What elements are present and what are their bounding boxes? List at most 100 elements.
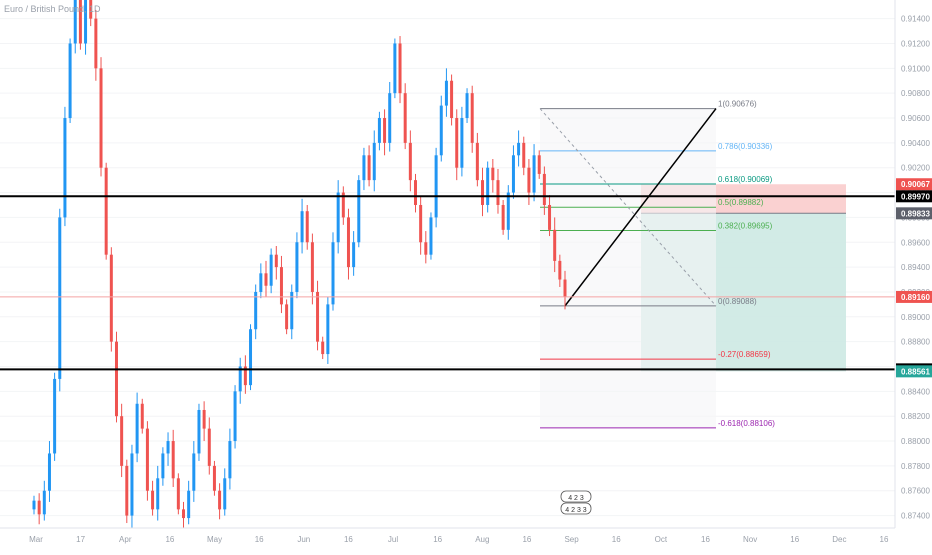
candle-body	[408, 142, 412, 181]
candle-body	[47, 453, 51, 491]
fib-level-label: 0(0.89088)	[718, 297, 757, 306]
candle-body	[486, 167, 490, 205]
candle-body	[269, 254, 273, 286]
candle-body	[377, 118, 381, 143]
candle-body	[362, 155, 366, 181]
candle-body	[63, 118, 67, 218]
price-tick-label: 0.88400	[901, 387, 930, 396]
candle-body	[501, 204, 505, 230]
time-axis[interactable]: Mar 17 Apr 16 May 16 Jun 16 Jul 16 Aug 16 Sep 16 Oct 16…	[0, 527, 895, 544]
candle-body	[532, 155, 536, 193]
candle-body	[383, 118, 387, 143]
candle-body	[357, 180, 361, 243]
candle-body	[166, 441, 170, 454]
price-tick-label: 0.90600	[901, 114, 930, 123]
candle-body	[171, 441, 175, 479]
price-tag	[896, 178, 932, 191]
candle-body	[176, 478, 180, 510]
candle-body	[429, 217, 433, 255]
fib-level-label: 1(0.90676)	[718, 100, 757, 109]
candle-body	[439, 105, 443, 156]
candle-body	[84, 0, 88, 44]
candle-body	[254, 291, 258, 330]
candle-body	[496, 180, 500, 205]
candle-body	[140, 403, 144, 429]
event-badges[interactable]: 4 2 3 4 2 3 3	[560, 490, 592, 515]
candle-body	[352, 242, 356, 268]
candle-body	[553, 229, 557, 261]
price-tag-label: 0.89970	[901, 192, 930, 201]
time-tick-label: 16	[255, 535, 264, 544]
candle-body	[316, 291, 320, 342]
candle-body	[94, 18, 98, 69]
candle-body	[290, 291, 294, 330]
candle-body	[197, 409, 201, 454]
time-tick-label: 16	[701, 535, 710, 544]
time-tick-label: Mar	[29, 535, 43, 544]
price-tick-label: 0.87800	[901, 462, 930, 471]
price-tick-label: 0.91200	[901, 39, 930, 48]
event-badge	[560, 490, 592, 503]
candle-body	[89, 0, 93, 19]
candle-body	[558, 260, 562, 280]
price-tag-label: 0.90067	[901, 180, 930, 189]
horizontal-lines[interactable]	[0, 195, 895, 371]
candle-body	[403, 93, 407, 143]
candle-body	[563, 279, 567, 297]
candle-body	[125, 465, 129, 516]
time-tick-label: 16	[165, 535, 174, 544]
price-tick-label: 0.91400	[901, 15, 930, 24]
candle-body	[346, 217, 350, 268]
candle-body	[455, 118, 459, 168]
candle-body	[326, 304, 330, 355]
candle-body	[527, 167, 531, 193]
candle-body	[285, 304, 289, 330]
candle-body	[274, 254, 278, 268]
price-tag	[896, 207, 932, 220]
candles	[32, 0, 567, 528]
fib-trend-dashed	[539, 108, 717, 307]
time-tick-label: 16	[433, 535, 442, 544]
candle-body	[450, 80, 454, 119]
time-tick-label: Dec	[832, 535, 846, 544]
price-tick-label: 0.87400	[901, 512, 930, 521]
event-badge-label: 4 2 3	[568, 495, 584, 502]
price-tick-label: 0.91000	[901, 64, 930, 73]
candle-body	[161, 453, 165, 479]
time-tick-label: Sep	[564, 535, 579, 544]
event-badge-label: 4 2 3 3	[565, 507, 587, 514]
candle-body	[341, 192, 345, 218]
price-tag	[896, 290, 932, 303]
candle-body	[506, 192, 510, 230]
candle-body	[367, 155, 371, 181]
price-axis[interactable]: 0.91400 0.91200 0.91000 0.90800 0.90600 0.904…	[894, 0, 932, 550]
candle-body	[104, 167, 108, 255]
time-tick-label: 16	[612, 535, 621, 544]
candle-body	[37, 500, 41, 515]
candle-body	[522, 142, 526, 168]
time-tick-label: Apr	[119, 535, 132, 544]
fib-level-label: 0.786(0.90336)	[718, 142, 773, 151]
candle-body	[413, 180, 417, 205]
candle-body	[218, 490, 222, 510]
candle-body	[53, 378, 57, 454]
fibonacci-retracement[interactable]: 1(0.90676) 0.786(0.90336) 0.618(0.90069) 0.…	[539, 100, 775, 429]
time-tick-label: 16	[790, 535, 799, 544]
candle-body	[114, 341, 118, 417]
candle-body	[537, 155, 541, 174]
candle-body	[305, 211, 309, 243]
candle-body	[130, 453, 134, 516]
time-tick-label: 17	[76, 535, 85, 544]
candle-body	[223, 478, 227, 510]
price-tick-label: 0.88200	[901, 412, 930, 421]
candle-body	[207, 428, 211, 466]
candle-body	[120, 416, 124, 466]
candle-body	[295, 242, 299, 292]
fib-background	[540, 108, 716, 428]
candle-body	[233, 391, 237, 442]
time-tick-label: Aug	[475, 535, 489, 544]
time-tick-label: 16	[880, 535, 889, 544]
price-tag-label: 0.88561	[901, 367, 930, 376]
